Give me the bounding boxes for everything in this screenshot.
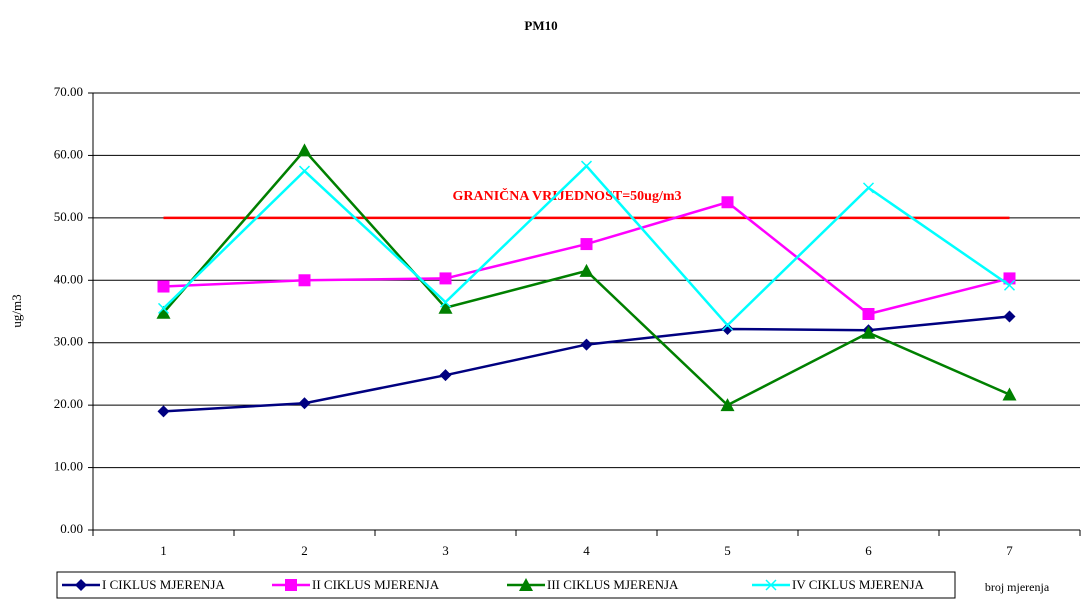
- data-point: [439, 296, 452, 308]
- x-tick-label: 7: [1006, 543, 1013, 558]
- data-point: [579, 263, 594, 277]
- data-point: [720, 398, 735, 412]
- x-tick-label: 4: [583, 543, 590, 558]
- x-tick-label: 6: [865, 543, 872, 558]
- y-tick-label: 30.00: [54, 334, 83, 349]
- data-point: [297, 143, 312, 157]
- legend-label: II CIKLUS MJERENJA: [312, 577, 440, 592]
- data-point: [438, 300, 453, 314]
- y-tick-label: 40.00: [54, 271, 83, 286]
- y-tick-label: 0.00: [60, 521, 83, 536]
- data-point: [157, 280, 170, 293]
- x-axis-label: broj mjerenja: [985, 580, 1050, 594]
- data-point: [1002, 387, 1017, 401]
- data-point: [862, 307, 875, 320]
- legend-marker: [519, 578, 533, 591]
- x-tick-label: 1: [160, 543, 167, 558]
- data-point: [580, 238, 593, 251]
- reference-label: GRANIČNA VRIJEDNOST=50ug/m3: [452, 187, 681, 204]
- data-point: [721, 196, 734, 209]
- data-point: [721, 319, 734, 331]
- data-point: [721, 322, 734, 335]
- data-point: [861, 325, 876, 339]
- legend-marker: [765, 579, 777, 591]
- data-point: [298, 165, 311, 177]
- series-line: [163, 315, 1010, 413]
- legend-label: I CIKLUS MJERENJA: [102, 577, 225, 592]
- data-point: [157, 302, 170, 314]
- data-point: [1003, 310, 1016, 323]
- data-point: [439, 272, 452, 285]
- y-tick-label: 70.00: [54, 84, 83, 99]
- data-point: [298, 397, 311, 410]
- y-tick-label: 20.00: [54, 396, 83, 411]
- data-point: [580, 160, 593, 172]
- legend-label: III CIKLUS MJERENJA: [547, 577, 679, 592]
- legend-label: IV CIKLUS MJERENJA: [792, 577, 925, 592]
- data-point: [298, 274, 311, 287]
- y-axis-label: ug/m3: [9, 294, 24, 327]
- data-point: [157, 405, 170, 418]
- x-tick-label: 2: [301, 543, 308, 558]
- data-point: [439, 369, 452, 382]
- y-tick-label: 50.00: [54, 209, 83, 224]
- chart-title: PM10: [524, 18, 557, 33]
- legend-marker: [285, 579, 297, 591]
- legend-marker: [75, 579, 87, 591]
- legend-box: [56, 571, 956, 599]
- data-point: [1003, 279, 1016, 291]
- data-point: [156, 305, 171, 319]
- x-tick-label: 3: [442, 543, 449, 558]
- y-tick-label: 60.00: [54, 146, 83, 161]
- x-tick-label: 5: [724, 543, 731, 558]
- data-point: [580, 338, 593, 351]
- data-point: [862, 182, 875, 194]
- y-tick-label: 10.00: [54, 459, 83, 474]
